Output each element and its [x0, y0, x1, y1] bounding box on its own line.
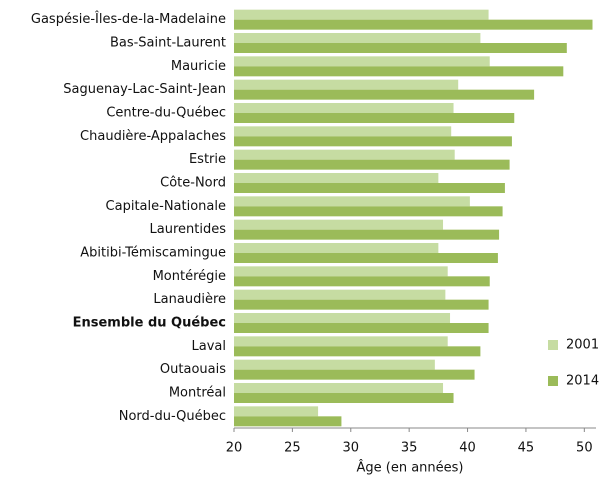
bar	[234, 103, 454, 113]
bar	[234, 253, 498, 263]
y-tick-label: Nord-du-Québec	[119, 409, 226, 424]
bar	[234, 89, 535, 100]
y-tick-label: Laurentides	[150, 222, 227, 237]
bar	[234, 9, 489, 20]
bar	[234, 359, 435, 370]
bar	[234, 196, 470, 207]
bar	[234, 33, 481, 43]
legend-label: 2001	[566, 338, 599, 353]
y-tick-label: Saguenay-Lac-Saint-Jean	[63, 82, 226, 97]
bar	[234, 323, 489, 333]
y-tick-label: Côte-Nord	[160, 176, 226, 191]
y-tick-label: Montréal	[169, 386, 226, 401]
bar	[234, 219, 444, 230]
bar	[234, 266, 448, 277]
bar	[234, 336, 448, 347]
bar	[234, 126, 452, 137]
bar	[234, 159, 510, 170]
x-tick-label: 35	[401, 441, 418, 456]
y-tick-label: Lanaudière	[153, 292, 226, 307]
bar	[234, 406, 319, 417]
x-tick-label: 30	[343, 441, 360, 456]
bar	[234, 243, 439, 253]
y-tick-label: Abitibi-Témiscamingue	[80, 246, 226, 261]
bar	[234, 56, 490, 67]
x-tick-label: 40	[459, 441, 476, 456]
bar	[234, 19, 593, 30]
legend-label: 2014	[566, 374, 599, 389]
bar	[234, 136, 512, 147]
bar	[234, 346, 481, 357]
bar	[234, 369, 475, 380]
y-tick-label: Montérégie	[153, 269, 226, 284]
bar	[234, 183, 505, 193]
bar	[234, 313, 451, 323]
x-axis-title: Âge (en années)	[356, 460, 463, 476]
legend-swatch	[548, 340, 558, 350]
y-tick-label: Centre-du-Québec	[106, 106, 226, 121]
bar	[234, 393, 454, 403]
bar	[234, 383, 444, 393]
bar	[234, 416, 342, 427]
bar	[234, 66, 564, 77]
y-tick-label: Mauricie	[171, 59, 226, 74]
bar	[234, 206, 503, 217]
bar	[234, 289, 446, 300]
x-tick-label: 45	[518, 441, 535, 456]
bar	[234, 173, 439, 183]
y-tick-label: Gaspésie-Îles-de-la-Madelaine	[31, 11, 226, 27]
y-tick-label: Estrie	[189, 152, 226, 167]
bar	[234, 43, 567, 53]
bar	[234, 276, 490, 287]
y-tick-label: Outaouais	[160, 362, 226, 377]
bar	[234, 149, 455, 160]
legend-swatch	[548, 376, 558, 386]
x-tick-label: 20	[226, 441, 243, 456]
y-tick-label: Ensemble du Québec	[73, 316, 226, 331]
y-tick-label: Laval	[192, 339, 226, 354]
x-tick-label: 25	[284, 441, 301, 456]
bar	[234, 113, 515, 123]
x-tick-label: 50	[576, 441, 593, 456]
bar	[234, 229, 500, 240]
y-tick-label: Chaudière-Appalaches	[80, 129, 226, 144]
y-tick-label: Bas-Saint-Laurent	[110, 36, 226, 51]
bar	[234, 79, 459, 90]
bar	[234, 299, 489, 310]
y-tick-label: Capitale-Nationale	[106, 199, 226, 214]
